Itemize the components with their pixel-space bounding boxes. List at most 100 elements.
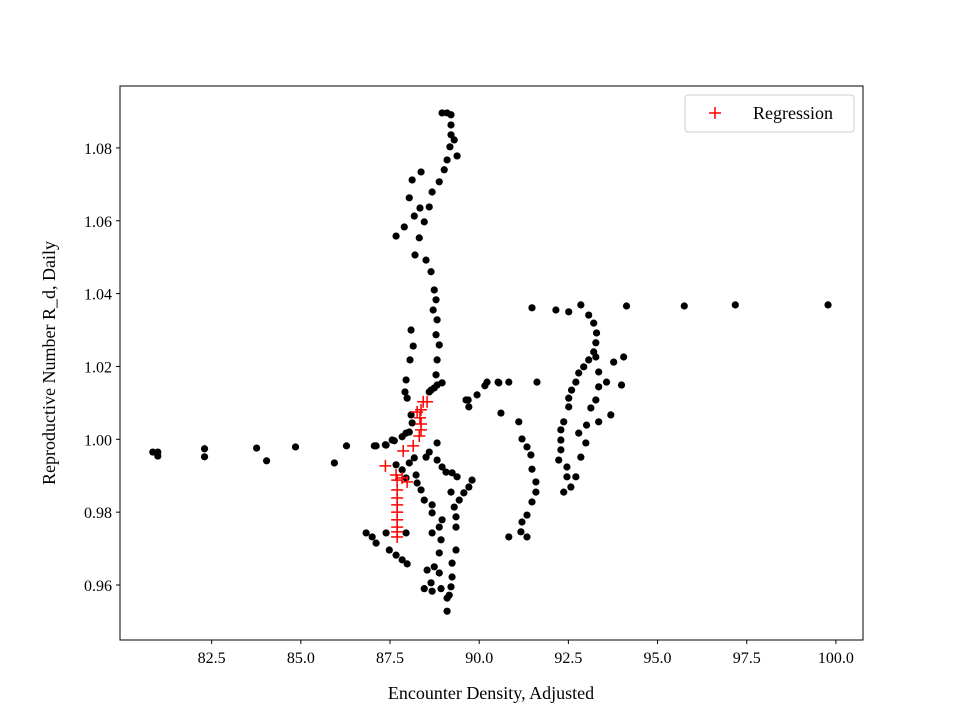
data-point xyxy=(409,342,417,350)
data-point xyxy=(448,559,456,567)
x-tick-label: 90.0 xyxy=(465,650,493,667)
x-tick-label: 100.0 xyxy=(818,650,854,667)
data-point xyxy=(592,329,601,337)
data-point xyxy=(416,204,424,212)
x-axis: 82.5 85.0 87.5 90.0 92.5 95.0 97.5 100.0 xyxy=(198,640,854,667)
data-point xyxy=(448,469,456,477)
data-point xyxy=(453,152,461,160)
data-point xyxy=(560,418,568,426)
data-point xyxy=(447,121,455,129)
y-tick-label: 0.98 xyxy=(84,505,112,522)
x-tick-label: 85.0 xyxy=(287,650,315,667)
data-point xyxy=(429,306,437,314)
y-axis-label: Reproductive Number R_d, Daily xyxy=(39,241,59,485)
data-point xyxy=(585,356,593,364)
data-point xyxy=(417,168,425,176)
data-point xyxy=(200,445,209,453)
data-point xyxy=(432,371,440,379)
data-point xyxy=(392,232,400,240)
data-point xyxy=(200,453,209,461)
data-point xyxy=(410,212,418,220)
data-point xyxy=(433,456,441,464)
data-point xyxy=(403,394,411,402)
data-point xyxy=(447,111,455,119)
data-point xyxy=(425,203,433,211)
data-point xyxy=(388,436,396,444)
x-axis-label: Encounter Density, Adjusted xyxy=(388,683,594,703)
data-point xyxy=(731,301,739,309)
data-point xyxy=(435,549,443,557)
data-point xyxy=(401,388,409,396)
y-tick-label: 1.00 xyxy=(84,432,112,449)
data-point xyxy=(407,326,415,334)
data-point xyxy=(532,488,540,496)
data-point xyxy=(552,306,560,314)
data-point xyxy=(149,448,157,456)
data-point xyxy=(680,302,688,310)
data-point xyxy=(585,311,593,319)
data-point xyxy=(587,404,595,412)
data-point xyxy=(330,459,338,467)
regression-point xyxy=(401,475,414,488)
data-point xyxy=(430,286,438,294)
data-point xyxy=(582,421,591,429)
data-point xyxy=(563,473,571,481)
data-point xyxy=(518,518,526,526)
data-point xyxy=(595,418,603,426)
data-point xyxy=(438,379,446,387)
data-point xyxy=(497,409,505,417)
data-point xyxy=(412,471,420,479)
legend-label-regression: Regression xyxy=(753,103,833,123)
data-point xyxy=(428,509,436,517)
data-point xyxy=(407,411,415,419)
y-tick-label: 1.04 xyxy=(84,287,112,304)
data-point xyxy=(420,585,428,593)
plot-area-frame xyxy=(119,85,864,641)
data-point xyxy=(428,587,436,595)
data-point xyxy=(291,443,300,451)
data-point xyxy=(443,156,451,164)
data-point xyxy=(411,251,419,259)
data-point xyxy=(483,378,491,386)
data-point xyxy=(610,358,618,366)
regression-point xyxy=(407,439,420,452)
legend-regression-marker xyxy=(709,107,721,119)
regression-point xyxy=(413,411,426,424)
x-tick-label: 97.5 xyxy=(733,650,761,667)
data-point xyxy=(495,379,503,387)
data-point xyxy=(557,446,565,454)
data-point xyxy=(590,319,598,327)
data-point xyxy=(517,528,525,536)
data-point xyxy=(382,441,390,449)
data-point xyxy=(473,391,481,399)
data-point xyxy=(572,473,580,481)
data-point xyxy=(443,607,451,615)
data-point xyxy=(398,466,406,474)
data-point xyxy=(406,356,414,364)
y-tick-label: 1.08 xyxy=(84,141,112,158)
regression-point xyxy=(411,405,424,418)
data-point xyxy=(567,386,576,394)
regression-point xyxy=(421,395,434,408)
y-tick-label: 0.96 xyxy=(84,578,112,595)
data-point xyxy=(602,378,611,386)
data-point xyxy=(427,386,435,394)
regression-point xyxy=(397,444,410,457)
series-observed xyxy=(149,109,832,615)
data-point xyxy=(400,223,408,231)
regression-point xyxy=(379,459,392,472)
data-point xyxy=(422,256,430,264)
data-point xyxy=(565,403,573,411)
data-point xyxy=(435,341,443,349)
data-point xyxy=(430,563,438,571)
data-point xyxy=(372,442,380,450)
data-point xyxy=(452,513,460,521)
data-point xyxy=(824,301,832,309)
data-point xyxy=(432,331,440,339)
data-point xyxy=(368,533,376,541)
data-point xyxy=(428,529,436,537)
data-point xyxy=(428,188,436,196)
data-point xyxy=(572,378,580,386)
data-point xyxy=(420,496,428,504)
